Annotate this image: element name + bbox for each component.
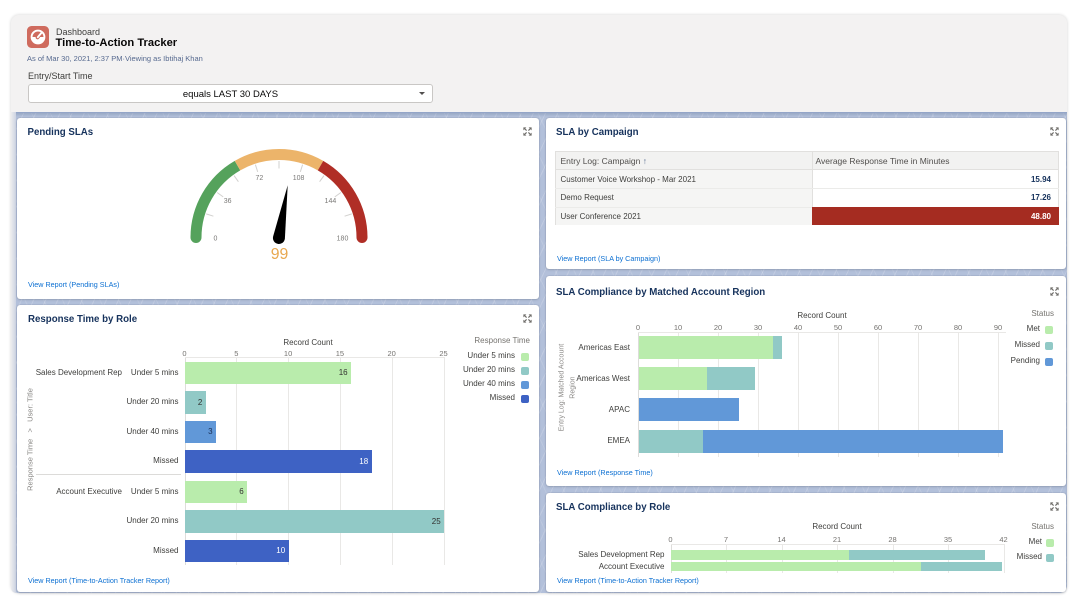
svg-text:36: 36 [224,198,232,205]
svg-text:0: 0 [214,236,218,243]
svg-text:72: 72 [256,175,264,182]
svg-text:180: 180 [337,236,349,243]
svg-text:108: 108 [293,175,305,182]
svg-text:99: 99 [271,246,289,263]
svg-text:144: 144 [325,198,337,205]
